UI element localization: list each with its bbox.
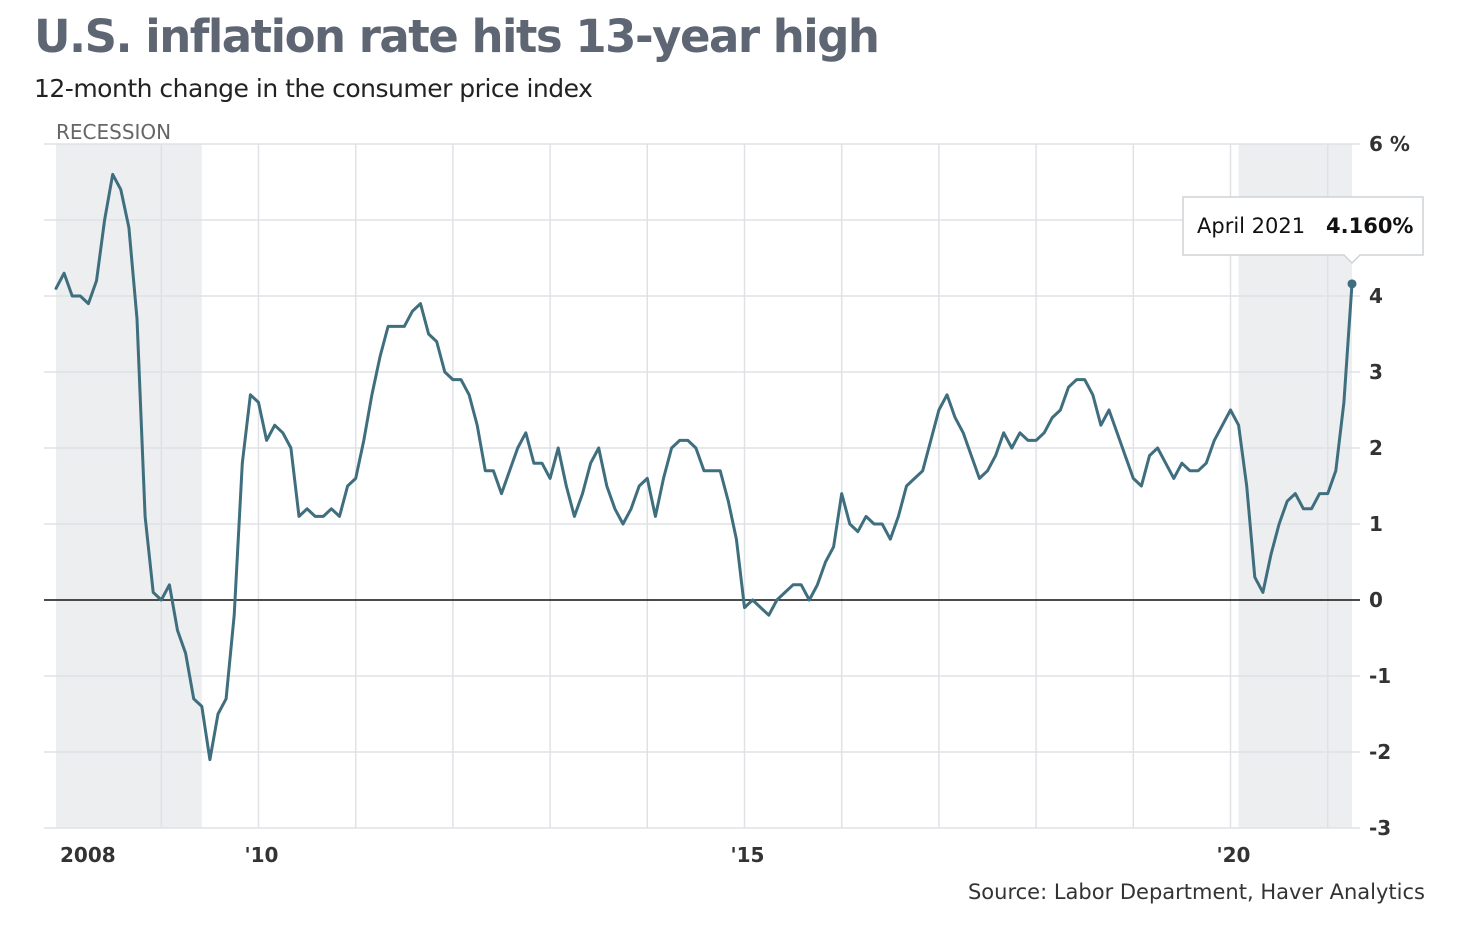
chart-subtitle: 12-month change in the consumer price in… bbox=[34, 74, 593, 103]
recession-band bbox=[1238, 144, 1352, 828]
tooltip: April 2021 4.160% bbox=[1182, 196, 1424, 289]
tooltip-date: April 2021 bbox=[1197, 214, 1305, 238]
y-tick-label: -2 bbox=[1369, 740, 1391, 764]
tooltip-value: 4.160% bbox=[1326, 214, 1413, 238]
cpi-series-line bbox=[54, 172, 1354, 762]
recession-shading-layer bbox=[56, 144, 1352, 828]
recession-label: RECESSION bbox=[56, 120, 171, 144]
y-tick-label: 2 bbox=[1369, 436, 1383, 460]
recession-band bbox=[56, 144, 202, 828]
y-tick-label: 6 % bbox=[1369, 132, 1410, 156]
y-tick-label: -3 bbox=[1369, 816, 1391, 840]
axis-label-layer: RECESSION -3 -2 -1 0 1 2 3 4 6 % 2008 '10 '15 '20 bbox=[56, 120, 1410, 867]
y-tick-label: -1 bbox=[1369, 664, 1391, 688]
latest-point-marker bbox=[1347, 279, 1357, 289]
y-tick-label: 0 bbox=[1369, 588, 1383, 612]
x-tick-label: '15 bbox=[731, 843, 765, 867]
series-layer bbox=[54, 172, 1354, 762]
x-tick-label: 2008 bbox=[60, 843, 116, 867]
chart-title: U.S. inflation rate hits 13-year high bbox=[34, 10, 880, 63]
y-tick-label: 3 bbox=[1369, 360, 1383, 384]
tooltip-box bbox=[1182, 196, 1424, 265]
y-tick-label: 4 bbox=[1369, 284, 1383, 308]
x-tick-label: '10 bbox=[245, 843, 279, 867]
gridline-layer bbox=[44, 143, 1360, 829]
source-note: Source: Labor Department, Haver Analytic… bbox=[967, 880, 1425, 904]
x-tick-label: '20 bbox=[1217, 843, 1251, 867]
y-tick-label: 1 bbox=[1369, 512, 1383, 536]
